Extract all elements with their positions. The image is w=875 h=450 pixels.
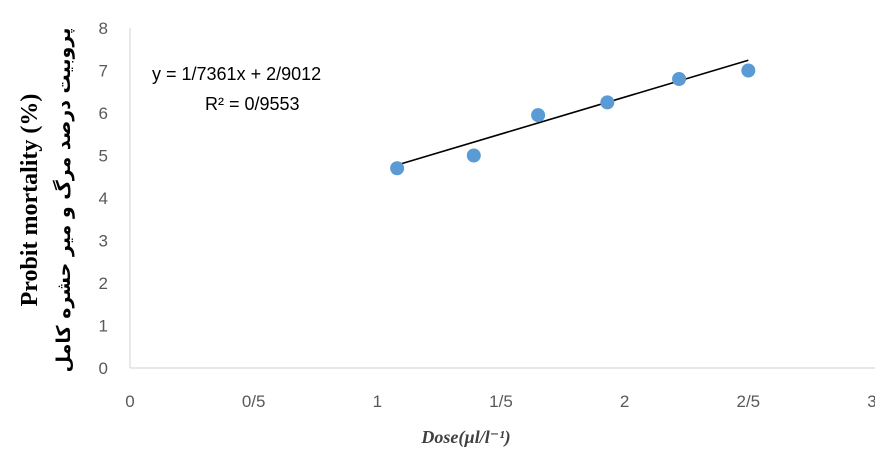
y-tick-label: 4 bbox=[99, 189, 108, 208]
y-tick-label: 3 bbox=[99, 232, 108, 251]
data-points bbox=[390, 63, 756, 176]
data-point bbox=[466, 148, 481, 163]
data-point bbox=[741, 63, 756, 78]
data-point bbox=[390, 161, 405, 176]
x-axis-title: Dose(µl/l⁻¹) bbox=[420, 427, 510, 448]
y-axis-title: Probit mortality (%) bbox=[17, 94, 43, 307]
y-tick-label: 1 bbox=[99, 317, 108, 336]
x-tick-label: 2 bbox=[620, 392, 629, 411]
trendline bbox=[396, 59, 749, 166]
y-tick-label: 2 bbox=[99, 274, 108, 293]
x-tick-label: 0/5 bbox=[242, 392, 266, 411]
x-tick-label: 2/5 bbox=[737, 392, 761, 411]
trendline-equation: y = 1/7361x + 2/9012 bbox=[152, 64, 321, 84]
data-point bbox=[600, 95, 615, 110]
y-tick-label: 6 bbox=[99, 104, 108, 123]
y-tick-label: 5 bbox=[99, 147, 108, 166]
y-tick-labels: 0 1 2 3 4 5 6 7 8 bbox=[99, 19, 108, 378]
x-tick-label: 1/5 bbox=[489, 392, 513, 411]
r-squared-label: R² = 0/9553 bbox=[205, 94, 300, 114]
y-tick-label: 7 bbox=[99, 62, 108, 81]
y-axis-title-persian: پروبیت درصد مرگ و میر حشره کامل bbox=[52, 28, 75, 373]
x-tick-labels: 0 0/5 1 1/5 2 2/5 3 bbox=[125, 392, 875, 411]
x-tick-label: 1 bbox=[373, 392, 382, 411]
x-tick-label: 3 bbox=[867, 392, 875, 411]
data-point bbox=[672, 72, 687, 86]
y-tick-label: 8 bbox=[99, 19, 108, 38]
data-point bbox=[531, 108, 546, 123]
y-tick-label: 0 bbox=[99, 359, 108, 378]
x-tick-label: 0 bbox=[125, 392, 134, 411]
